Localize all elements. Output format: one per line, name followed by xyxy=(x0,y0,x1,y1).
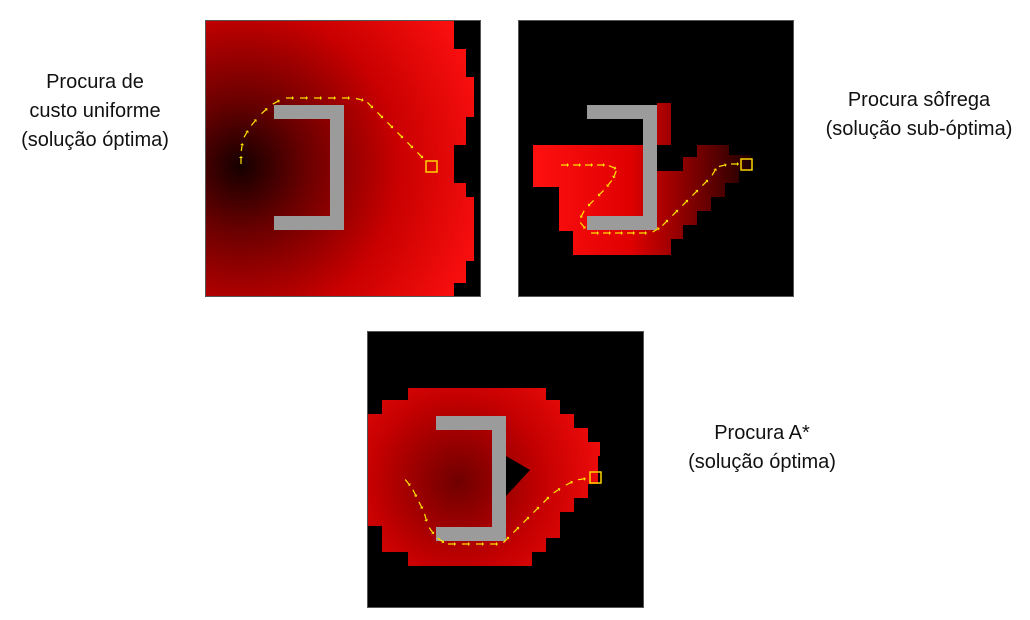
arrow-icon xyxy=(691,189,699,197)
arrow-icon xyxy=(250,119,257,126)
goal-square-icon xyxy=(740,158,753,171)
arrow-icon xyxy=(591,231,599,235)
obstacle-wall xyxy=(587,105,657,230)
arrow-icon xyxy=(718,163,727,168)
astar-search-caption: Procura A* (solução óptima) xyxy=(662,419,862,477)
arrow-icon xyxy=(553,487,561,494)
arrow-icon xyxy=(561,163,569,167)
arrow-icon xyxy=(404,479,411,486)
arrow-icon xyxy=(652,227,660,233)
arrow-icon xyxy=(608,165,617,170)
arrow-icon xyxy=(328,96,336,100)
arrow-icon xyxy=(522,516,530,524)
caption-line: (solução óptima) xyxy=(21,129,169,151)
arrow-icon xyxy=(261,108,268,115)
arrow-icon xyxy=(240,143,245,152)
arrow-icon xyxy=(476,542,484,546)
arrow-icon xyxy=(286,96,294,100)
arrow-icon xyxy=(437,537,445,544)
arrow-icon xyxy=(615,231,623,235)
caption-line: Procura A* xyxy=(714,422,810,444)
obstacle-wall xyxy=(274,105,344,230)
uniform-cost-search-panel xyxy=(205,20,481,297)
arrow-icon xyxy=(597,189,605,197)
arrow-icon xyxy=(239,156,243,164)
arrow-icon xyxy=(585,163,593,167)
arrow-icon xyxy=(701,179,709,187)
arrow-icon xyxy=(579,210,585,218)
arrow-icon xyxy=(606,180,613,187)
arrow-icon xyxy=(502,536,510,544)
astar-search-panel xyxy=(367,331,644,608)
arrow-icon xyxy=(639,231,647,235)
unexplored-notch xyxy=(506,456,530,496)
arrow-icon xyxy=(355,97,364,102)
arrow-icon xyxy=(418,501,424,509)
arrow-icon xyxy=(512,526,520,534)
uniform-cost-search-caption: Procura de custo uniforme (solução óptim… xyxy=(5,68,185,155)
arrow-icon xyxy=(573,163,581,167)
caption-line: Procura de xyxy=(46,71,144,93)
arrow-icon xyxy=(671,209,679,217)
obstacle-wall xyxy=(436,416,506,541)
arrow-icon xyxy=(597,163,605,167)
caption-line: Procura sôfrega xyxy=(847,89,991,111)
greedy-search-caption: Procura sôfrega (solução sub-óptima) xyxy=(808,86,1030,144)
caption-line: (solução óptima) xyxy=(688,451,836,473)
arrow-icon xyxy=(577,476,586,481)
arrow-icon xyxy=(342,96,350,100)
caption-line: (solução sub-óptima) xyxy=(825,118,1013,140)
arrow-icon xyxy=(300,96,308,100)
arrow-icon xyxy=(603,231,611,235)
arrow-icon xyxy=(412,489,418,497)
arrow-icon xyxy=(272,99,280,105)
arrow-icon xyxy=(587,199,595,207)
caption-line: custo uniforme xyxy=(29,100,161,122)
arrow-icon xyxy=(627,231,635,235)
arrow-icon xyxy=(462,542,470,546)
arrow-icon xyxy=(542,496,550,504)
greedy-search-panel xyxy=(518,20,794,297)
goal-square-icon xyxy=(425,160,438,173)
arrow-icon xyxy=(428,527,435,535)
arrow-icon xyxy=(314,96,322,100)
solution-path xyxy=(561,162,739,235)
arrow-icon xyxy=(612,170,617,179)
greedy-search-map xyxy=(533,103,753,255)
expanded-region xyxy=(368,388,600,566)
arrow-icon xyxy=(532,506,540,514)
arrow-icon xyxy=(661,219,669,227)
arrow-icon xyxy=(579,222,586,229)
astar-search-map xyxy=(368,388,602,566)
arrow-icon xyxy=(243,130,249,138)
arrow-icon xyxy=(448,542,456,546)
arrow-icon xyxy=(423,513,429,522)
expanded-region xyxy=(533,103,751,255)
arrow-icon xyxy=(711,168,717,176)
solution-path xyxy=(404,476,586,546)
arrow-icon xyxy=(731,162,739,166)
uniform-cost-search-map xyxy=(206,21,474,296)
arrow-icon xyxy=(490,542,498,546)
arrow-icon xyxy=(681,199,689,207)
goal-square-icon xyxy=(589,471,602,484)
arrow-icon xyxy=(565,480,573,486)
